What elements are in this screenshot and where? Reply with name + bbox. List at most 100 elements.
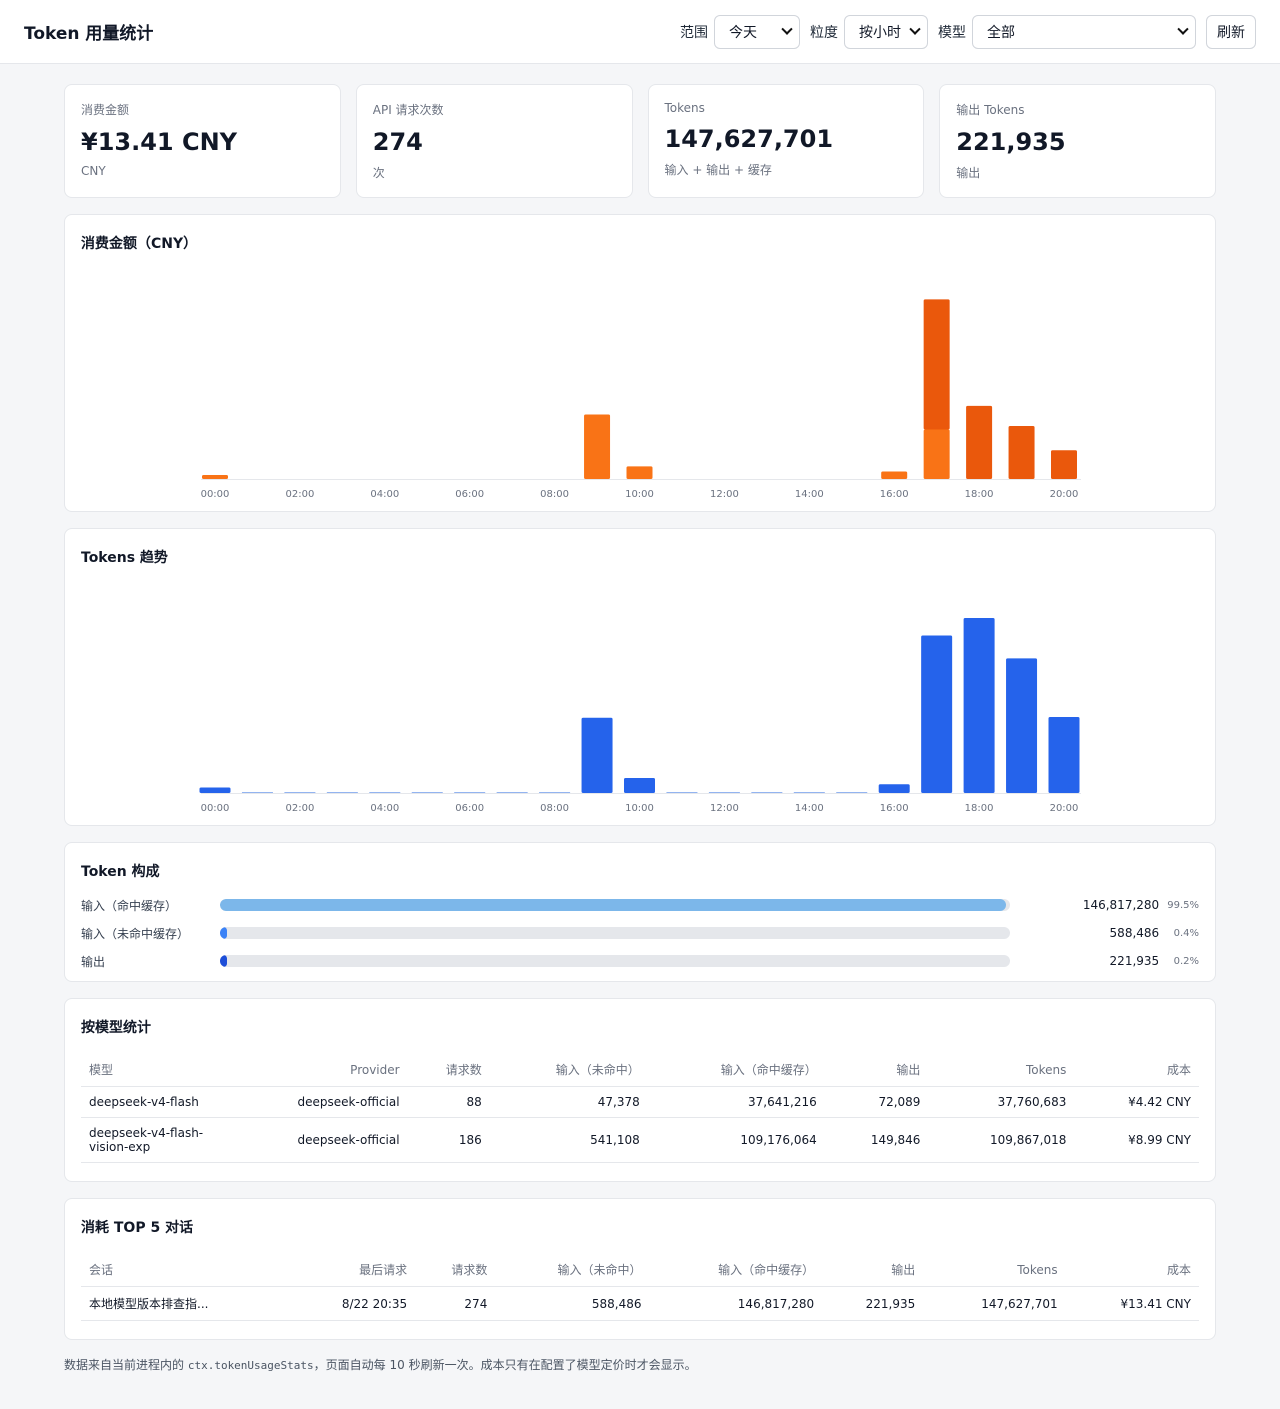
by-model-title: 按模型统计 [81, 1020, 151, 1036]
composition-row-output: 输出 221,935 0.2% [81, 947, 1199, 975]
composition-row-cache-hit: 输入（命中缓存） 146,817,280 99.5% [81, 891, 1199, 919]
stat-sub: 输出 [956, 166, 981, 180]
table-cell: 8/22 20:35 [289, 1286, 416, 1321]
x-tick-label: 08:00 [540, 489, 569, 500]
table-cell: 47,378 [489, 1086, 648, 1118]
chart-bar [284, 792, 316, 793]
table-cell: 147,627,701 [923, 1286, 1066, 1321]
chart-bar [202, 474, 228, 479]
token-chart-title: Tokens 趋势 [81, 550, 168, 566]
x-tick-label: 04:00 [370, 489, 399, 500]
footer-prefix: 数据来自当前进程内的 [64, 1358, 188, 1372]
refresh-button[interactable]: 刷新 [1206, 14, 1256, 49]
column-header: 输入（命中缓存） [649, 1253, 823, 1287]
table-cell: deepseek-v4-flash [81, 1086, 221, 1118]
chart-bar [923, 299, 950, 430]
filter-controls: 范围 今天 粒度 按小时 模型 全部 刷新 [676, 14, 1256, 49]
chart-bar [666, 792, 698, 793]
chart-bar [881, 471, 908, 479]
table-cell: 37,641,216 [647, 1086, 825, 1118]
stat-value: 221,935 [956, 128, 1066, 156]
composition-name: 输入（命中缓存） [81, 898, 178, 913]
x-tick-label: 14:00 [795, 489, 824, 500]
composition-value: 588,486 [1109, 926, 1160, 940]
chart-bar [626, 466, 653, 479]
chart-bar [966, 405, 993, 479]
stat-title: API 请求次数 [372, 103, 444, 117]
table-cell: ¥4.42 CNY [1074, 1086, 1199, 1118]
x-tick-label: 10:00 [625, 803, 654, 814]
stat-value: ¥13.41 CNY [81, 128, 238, 156]
x-tick-label: 10:00 [625, 489, 654, 500]
table-cell: deepseek-official [221, 1086, 408, 1118]
composition-name: 输出 [81, 954, 106, 969]
stat-card-tokens: Tokens 147,627,701 输入 + 输出 + 缓存 [647, 84, 925, 198]
composition-bar-fill [220, 899, 1006, 911]
chart-bar [199, 787, 231, 793]
by-model-card: 按模型统计 模型 Provider 请求数 输入（未命中） 输入（命中缓存） 输… [64, 998, 1216, 1182]
column-header: 成本 [1074, 1053, 1199, 1087]
x-tick-label: 00:00 [201, 803, 230, 814]
table-cell: 109,867,018 [928, 1117, 1075, 1163]
cost-chart-title: 消费金额（CNY） [81, 236, 198, 252]
granularity-select[interactable]: 按小时 [844, 14, 928, 49]
composition-row-cache-miss: 输入（未命中缓存） 588,486 0.4% [81, 919, 1199, 947]
table-cell: ¥8.99 CNY [1074, 1117, 1199, 1163]
composition-card: Token 构成 输入（命中缓存） 146,817,280 99.5% 输入（未… [64, 842, 1216, 982]
x-tick-label: 02:00 [285, 803, 314, 814]
table-cell: 186 [407, 1117, 490, 1163]
composition-value: 221,935 [1109, 954, 1160, 968]
column-header: 模型 [81, 1053, 221, 1087]
stat-card-requests: API 请求次数 274 次 [355, 84, 633, 198]
table-cell: 541,108 [489, 1117, 648, 1163]
chart-bar [1006, 658, 1038, 793]
table-cell: 588,486 [495, 1286, 650, 1321]
stat-card-output-tokens: 输出 Tokens 221,935 输出 [939, 84, 1216, 198]
session-link[interactable]: 本地模型版本排查指... [81, 1286, 290, 1321]
stat-cards: 消费金额 ¥13.41 CNY CNY API 请求次数 274 次 Token… [64, 84, 1216, 198]
granularity-select-value: 按小时 [859, 24, 901, 41]
table-cell: deepseek-v4-flash-vision-exp [81, 1117, 221, 1163]
table-row: deepseek-v4-flash-vision-exp deepseek-of… [81, 1117, 1199, 1163]
table-cell: deepseek-official [221, 1117, 408, 1163]
composition-pct: 0.4% [1173, 927, 1199, 939]
chart-bar [793, 792, 825, 793]
chevron-down-icon [781, 23, 793, 35]
page-title: Token 用量统计 [24, 24, 154, 44]
main-content: 消费金额 ¥13.41 CNY CNY API 请求次数 274 次 Token… [0, 64, 1280, 1393]
granularity-label: 粒度 [810, 24, 838, 41]
table-cell: 146,817,280 [649, 1286, 823, 1321]
chart-bar [369, 792, 401, 793]
composition-bar [220, 899, 1010, 911]
column-header: 输入（命中缓存） [647, 1053, 825, 1087]
x-tick-label: 06:00 [455, 489, 484, 500]
composition-name: 输入（未命中缓存） [81, 926, 190, 941]
column-header: 请求数 [407, 1053, 490, 1087]
x-tick-label: 08:00 [540, 803, 569, 814]
column-header: 输入（未命中） [489, 1053, 648, 1087]
column-header: 会话 [81, 1253, 290, 1287]
chart-bar [454, 792, 486, 793]
range-select[interactable]: 今天 [714, 14, 800, 49]
table-cell: 88 [407, 1086, 490, 1118]
stat-value: 147,627,701 [664, 125, 834, 153]
model-select-value: 全部 [987, 24, 1015, 41]
top-sessions-table: 会话 最后请求 请求数 输入（未命中） 输入（命中缓存） 输出 Tokens 成… [81, 1253, 1199, 1321]
composition-bar-fill [220, 927, 227, 939]
table-row[interactable]: 本地模型版本排查指... 8/22 20:35 274 588,486 146,… [81, 1286, 1199, 1321]
stat-sub: 输入 + 输出 + 缓存 [664, 163, 772, 177]
cost-chart: 00:00 02:00 04:00 06:00 08:00 10:00 12:00 14:00… [201, 299, 1081, 500]
model-select[interactable]: 全部 [972, 14, 1196, 49]
chart-bar [624, 777, 655, 793]
by-model-table: 模型 Provider 请求数 输入（未命中） 输入（命中缓存） 输出 Toke… [81, 1053, 1199, 1163]
footer-suffix: ，页面自动每 10 秒刷新一次。成本只有在配置了模型定价时才会显示。 [313, 1358, 697, 1372]
table-cell: 37,760,683 [928, 1086, 1075, 1118]
column-header: Provider [221, 1053, 408, 1087]
chart-bar [241, 792, 273, 793]
token-chart-card: Tokens 趋势 00:00 02:00 04:00 06:00 08:00 10:00… [64, 528, 1216, 826]
table-cell: 274 [415, 1286, 496, 1321]
x-tick-label: 00:00 [201, 489, 230, 500]
chart-bar [581, 717, 613, 793]
x-tick-label: 20:00 [1050, 803, 1079, 814]
chevron-down-icon [1177, 23, 1189, 35]
